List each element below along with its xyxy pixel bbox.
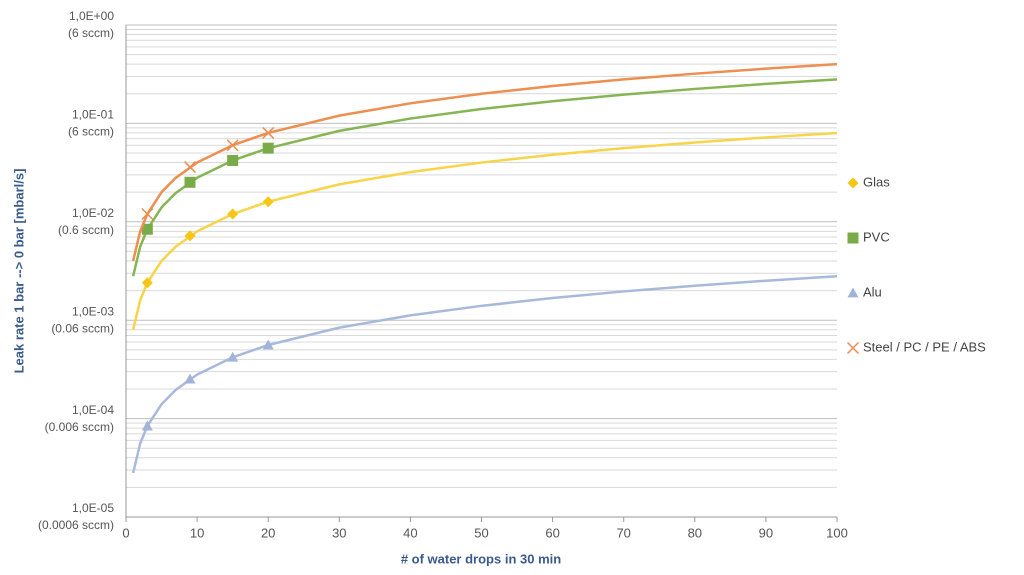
marker: [226, 139, 239, 152]
series-curve: [131, 62, 838, 262]
legend-marker: [847, 287, 859, 298]
x-tick-label: 0: [122, 525, 129, 540]
legend-marker: [847, 177, 859, 189]
x-tick-label: 10: [190, 525, 204, 540]
x-tick-label: 40: [403, 525, 417, 540]
marker: [141, 420, 153, 431]
x-axis-title: # of water drops in 30 min: [401, 551, 561, 566]
legend-label: Steel / PC / PE / ABS: [863, 339, 986, 354]
marker: [262, 126, 275, 139]
marker: [262, 196, 274, 208]
x-tick-label: 90: [759, 525, 773, 540]
marker: [141, 207, 154, 221]
marker: [184, 230, 196, 242]
legend-label: Glas: [863, 174, 890, 189]
y-tick-label: 1,0E-05: [72, 501, 114, 515]
x-tick-label: 50: [474, 525, 488, 540]
x-tick-label: 100: [826, 525, 848, 540]
y-tick-label: 1,0E-02: [72, 206, 114, 220]
marker: [184, 176, 196, 188]
y-tick-unit-label: (0.0006 sccm): [38, 518, 114, 532]
marker: [184, 373, 196, 384]
series-curve: [131, 78, 838, 277]
marker: [227, 351, 239, 362]
marker: [183, 161, 197, 174]
marker: [227, 208, 239, 220]
series-curve: [131, 131, 838, 331]
y-tick-unit-label: (0.6 sccm): [58, 223, 114, 237]
x-tick-label: 20: [261, 525, 275, 540]
series-curve: [131, 274, 838, 474]
y-tick-unit-label: (0.06 sccm): [51, 321, 114, 335]
x-tick-label: 60: [545, 525, 559, 540]
y-tick-label: 1,0E-01: [72, 108, 114, 122]
x-tick-label: 80: [688, 525, 702, 540]
legend-marker: [847, 232, 859, 244]
legend-marker: [846, 341, 860, 355]
y-tick-label: 1,0E+00: [69, 9, 114, 23]
y-tick-unit-label: (6 sccm): [68, 125, 114, 139]
legend-label: PVC: [863, 229, 890, 244]
marker: [141, 223, 153, 235]
y-tick-unit-label: (0.006 sccm): [45, 420, 114, 434]
x-tick-label: 30: [332, 525, 346, 540]
y-axis-title: Leak rate 1 bar --> 0 bar [mbarl/s]: [11, 169, 26, 374]
y-tick-label: 1,0E-04: [72, 403, 114, 417]
marker: [141, 277, 153, 289]
y-tick-label: 1,0E-03: [72, 304, 114, 318]
marker: [262, 142, 274, 154]
marker: [227, 154, 239, 166]
marker: [262, 339, 274, 350]
y-tick-unit-label: (6 sccm): [68, 26, 114, 40]
legend-label: Alu: [863, 284, 882, 299]
x-tick-label: 70: [616, 525, 630, 540]
